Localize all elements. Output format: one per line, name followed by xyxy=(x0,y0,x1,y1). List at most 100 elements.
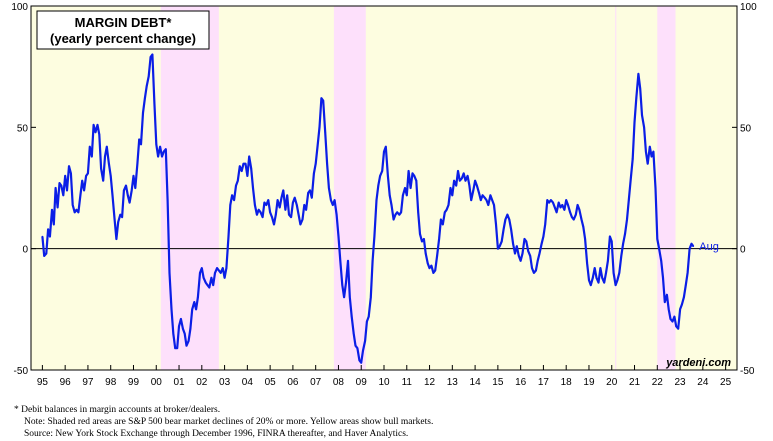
data-point xyxy=(519,260,522,262)
data-point xyxy=(343,296,345,299)
data-point xyxy=(49,235,51,238)
data-point xyxy=(510,228,512,231)
x-tick-label: 24 xyxy=(697,377,709,388)
data-point xyxy=(225,267,228,269)
data-point xyxy=(677,327,680,330)
bear-market-band-3 xyxy=(615,6,617,370)
data-point xyxy=(667,308,670,311)
data-point xyxy=(208,286,211,289)
data-point xyxy=(111,194,114,197)
data-point xyxy=(147,75,150,78)
data-point xyxy=(130,189,133,192)
data-point xyxy=(679,308,681,311)
x-tick-label: 97 xyxy=(82,377,94,388)
data-point xyxy=(688,247,691,250)
data-point xyxy=(341,284,344,286)
data-point xyxy=(126,194,129,197)
data-point xyxy=(574,213,577,216)
data-point xyxy=(202,276,205,279)
data-point xyxy=(68,165,70,167)
data-point xyxy=(609,235,611,238)
data-point xyxy=(320,97,323,100)
data-point xyxy=(641,114,643,116)
data-point xyxy=(662,276,664,279)
data-point xyxy=(236,179,239,182)
data-point xyxy=(275,213,277,216)
data-point xyxy=(417,211,419,214)
data-point xyxy=(529,255,532,257)
data-point xyxy=(527,250,529,252)
data-point xyxy=(347,260,349,262)
data-point xyxy=(339,260,342,262)
data-point xyxy=(180,318,182,320)
data-point xyxy=(322,99,324,102)
data-point xyxy=(51,209,53,211)
data-point xyxy=(464,179,467,182)
data-point xyxy=(565,199,567,201)
data-point xyxy=(162,150,165,153)
data-point xyxy=(64,175,66,177)
data-point xyxy=(292,201,294,204)
data-point xyxy=(254,204,256,206)
data-point xyxy=(629,179,632,182)
data-point xyxy=(301,218,304,221)
data-point xyxy=(441,223,444,226)
data-point xyxy=(335,213,338,216)
data-point xyxy=(284,209,287,211)
data-point xyxy=(502,228,505,231)
data-point xyxy=(589,284,592,286)
data-point xyxy=(675,325,677,328)
x-tick-label: 20 xyxy=(606,377,618,388)
data-point xyxy=(554,206,556,209)
data-point xyxy=(648,145,651,148)
data-point xyxy=(290,216,292,218)
data-point xyxy=(257,209,260,211)
data-point xyxy=(540,243,543,245)
title-box: MARGIN DEBT* (yearly percent change) xyxy=(36,10,210,50)
data-point xyxy=(548,201,550,204)
data-point xyxy=(227,235,230,238)
data-point xyxy=(536,260,539,262)
data-point xyxy=(504,218,507,221)
data-point xyxy=(430,264,433,267)
data-point xyxy=(686,272,689,274)
data-point xyxy=(472,189,475,192)
data-point xyxy=(223,276,226,279)
data-point xyxy=(233,199,235,201)
data-point xyxy=(92,124,95,126)
data-point xyxy=(108,162,110,165)
data-point xyxy=(563,209,566,211)
data-point xyxy=(586,262,588,265)
data-point xyxy=(518,255,520,257)
data-point xyxy=(474,179,476,182)
data-point xyxy=(407,170,410,172)
data-point xyxy=(161,155,163,158)
data-point xyxy=(56,206,59,209)
data-point xyxy=(109,175,112,177)
data-point xyxy=(616,279,619,282)
data-point xyxy=(144,97,146,100)
data-point xyxy=(159,145,161,148)
data-point xyxy=(73,211,76,214)
data-point xyxy=(626,218,628,221)
data-point xyxy=(476,184,478,187)
data-point xyxy=(324,131,327,133)
data-point xyxy=(366,320,368,323)
data-point xyxy=(424,252,427,255)
data-point xyxy=(214,272,216,274)
data-point xyxy=(461,177,463,180)
data-point xyxy=(318,126,321,129)
x-tick-label: 19 xyxy=(583,377,595,388)
data-point xyxy=(436,255,438,257)
data-point xyxy=(356,347,359,349)
data-point xyxy=(478,192,480,194)
data-point xyxy=(664,301,666,303)
data-points xyxy=(41,53,695,364)
y-tick-label-right: 100 xyxy=(740,2,757,13)
data-point xyxy=(500,240,503,243)
data-point xyxy=(409,187,412,189)
x-tick-label: 99 xyxy=(128,377,140,388)
data-point xyxy=(394,213,397,216)
data-point xyxy=(466,175,469,177)
